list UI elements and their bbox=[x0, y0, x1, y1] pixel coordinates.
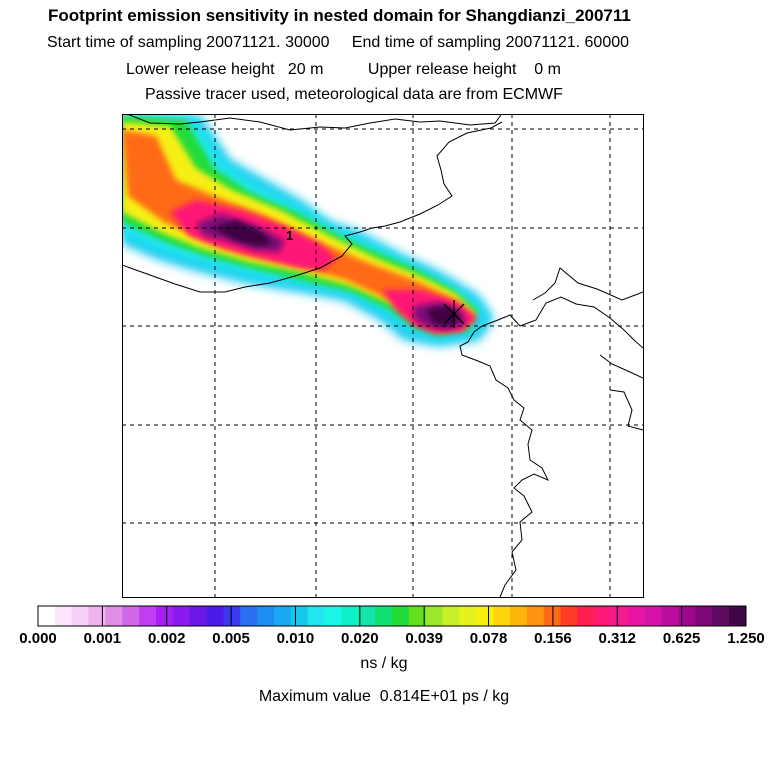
colorbar-swatch bbox=[375, 606, 393, 626]
plume-contour-level bbox=[214, 220, 460, 326]
colorbar-swatch bbox=[425, 606, 444, 626]
colorbar-swatch bbox=[307, 606, 326, 626]
colorbar-swatch bbox=[510, 606, 528, 626]
colorbar-swatch bbox=[695, 606, 713, 626]
colorbar-swatch bbox=[172, 606, 191, 626]
coastline-bay bbox=[481, 296, 643, 349]
colorbar-swatch bbox=[105, 606, 123, 626]
colorbar-tick-label: 0.001 bbox=[83, 630, 122, 647]
footprint-plume bbox=[122, 114, 494, 346]
plume-contour-level bbox=[122, 130, 472, 330]
colorbar-tick-label: 0.010 bbox=[276, 630, 315, 647]
colorbar-tick-label: 0.020 bbox=[341, 630, 379, 647]
colorbar-tick-label: 0.005 bbox=[212, 630, 250, 647]
colorbar-tick-label: 0.002 bbox=[147, 630, 186, 647]
coastline-layer bbox=[122, 114, 643, 597]
colorbar-swatch bbox=[122, 606, 140, 626]
colorbar-swatch bbox=[88, 606, 106, 626]
plot-title: Footprint emission sensitivity in nested… bbox=[48, 6, 631, 25]
colorbar-swatch bbox=[240, 606, 258, 626]
colorbar-swatch bbox=[274, 606, 292, 626]
grid-lines bbox=[122, 114, 643, 597]
colorbar-swatch bbox=[729, 606, 747, 626]
maximum-value-label: Maximum value 0.814E+01 ps / kg bbox=[258, 688, 510, 705]
colorbar-swatch bbox=[526, 606, 545, 626]
colorbar-swatch bbox=[476, 606, 494, 626]
colorbar-swatch bbox=[257, 606, 275, 626]
station-label: 1 bbox=[286, 228, 293, 243]
colorbar-swatch bbox=[206, 606, 224, 626]
colorbar-swatch bbox=[341, 606, 359, 626]
release-height-line: Lower release height 20 m Upper release … bbox=[126, 61, 561, 78]
colorbar-swatch bbox=[324, 606, 342, 626]
plume-layer bbox=[122, 114, 494, 346]
colorbar-swatch bbox=[611, 606, 629, 626]
colorbar-tick-label: 0.312 bbox=[598, 630, 637, 647]
colorbar-tick-label: 0.000 bbox=[19, 630, 57, 647]
colorbar-swatch bbox=[442, 606, 460, 626]
colorbar-swatch bbox=[628, 606, 646, 626]
colorbar-swatch bbox=[459, 606, 477, 626]
colorbar-tick-label: 0.039 bbox=[405, 630, 443, 647]
coastline-peninsula bbox=[532, 267, 643, 301]
tracer-info-line: Passive tracer used, meteorological data… bbox=[145, 86, 563, 103]
receptor-station-marker bbox=[443, 300, 465, 328]
colorbar-swatch bbox=[38, 606, 56, 626]
colorbar-swatch bbox=[290, 606, 309, 626]
sampling-time-line: Start time of sampling 20071121. 30000 E… bbox=[47, 34, 630, 51]
colorbar-swatch bbox=[408, 606, 427, 626]
border-line bbox=[122, 121, 503, 293]
colorbar-swatch bbox=[661, 606, 680, 626]
colorbar-swatch bbox=[577, 606, 595, 626]
colorbar-swatch bbox=[54, 606, 73, 626]
colorbar-tick-label: 0.156 bbox=[534, 630, 572, 647]
colorbar-swatch bbox=[223, 606, 241, 626]
colorbar-swatch bbox=[678, 606, 696, 626]
coastline-east bbox=[459, 325, 550, 597]
colorbar-swatch bbox=[543, 606, 562, 626]
colorbar-tick-label: 0.078 bbox=[469, 630, 508, 647]
colorbar-swatch bbox=[358, 606, 376, 626]
coastline-korea bbox=[599, 354, 643, 431]
colorbar-swatch bbox=[156, 606, 174, 626]
colorbar-swatch bbox=[493, 606, 511, 626]
colorbar bbox=[37, 605, 747, 627]
colorbar-swatch bbox=[189, 606, 208, 626]
coastline bbox=[125, 114, 502, 131]
colorbar-swatch bbox=[560, 606, 578, 626]
colorbar-unit: ns / kg bbox=[360, 655, 408, 672]
colorbar-tick-label: 1.250 bbox=[727, 630, 765, 647]
colorbar-swatch bbox=[712, 606, 730, 626]
colorbar-tick-label: 0.625 bbox=[662, 630, 701, 647]
colorbar-swatch bbox=[139, 606, 157, 626]
map-frame bbox=[122, 114, 644, 598]
colorbar-swatch bbox=[71, 606, 90, 626]
colorbar-swatch bbox=[644, 606, 663, 626]
colorbar-swatch bbox=[594, 606, 612, 626]
colorbar-swatch bbox=[392, 606, 410, 626]
